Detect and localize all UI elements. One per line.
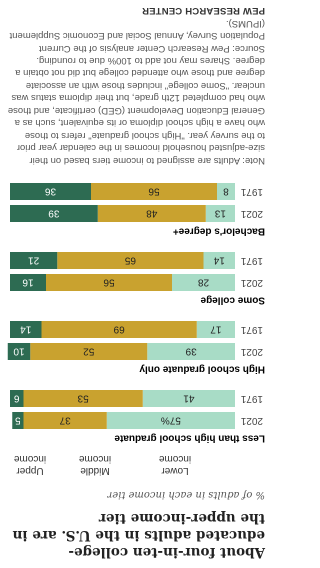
bar-segment [97, 205, 206, 222]
value-label: 69 [113, 323, 125, 334]
bar-segment [57, 252, 204, 269]
bar-segment [196, 321, 235, 338]
value-label: 14 [20, 323, 32, 334]
bar-segment [10, 183, 91, 200]
value-label: 48 [146, 207, 158, 218]
bar-segment [10, 252, 58, 269]
y-tick-label: 2021 [240, 277, 263, 288]
group-label: Some college [200, 294, 265, 305]
value-label: 56 [103, 276, 115, 287]
value-label: 56 [148, 185, 160, 196]
bar-segment [10, 321, 42, 338]
group-label: Less than high school graduate [114, 432, 265, 443]
page: About four-in-ten college-educated adult… [7, 5, 265, 560]
bar-segment [23, 390, 143, 407]
y-tick-label: 1971 [240, 393, 263, 404]
value-label: 17 [210, 323, 222, 334]
bar-segment [203, 252, 235, 269]
value-label: 10 [13, 345, 25, 356]
bar-segment [106, 412, 235, 429]
bar-segment [12, 412, 24, 429]
bar-segment [147, 343, 235, 360]
y-tick-label: 2021 [240, 346, 263, 357]
bar-segment [217, 183, 235, 200]
y-tick-label: 2021 [240, 208, 263, 219]
value-label: 57% [161, 414, 181, 425]
value-label: 39 [48, 207, 60, 218]
bar-segment [41, 321, 197, 338]
value-label: 13 [214, 207, 226, 218]
legend-label: Lower income [158, 453, 192, 476]
y-tick-label: 1971 [240, 255, 263, 266]
value-label: 36 [45, 185, 57, 196]
bar-segment [10, 205, 98, 222]
value-label: 8 [223, 185, 229, 196]
value-label: 52 [83, 345, 95, 356]
bar-segment [46, 274, 172, 291]
group-label: High school graduate only [139, 363, 265, 374]
bar-segment [10, 274, 46, 291]
value-label: 21 [28, 254, 40, 265]
legend-label: Middle income [78, 453, 112, 476]
value-label: 39 [185, 345, 197, 356]
bar-segment [7, 343, 31, 360]
value-label: 5 [15, 414, 21, 425]
value-label: 53 [77, 392, 89, 403]
legend-label: Upper income [13, 453, 47, 476]
note: Note: Adults are assigned to income tier… [7, 55, 265, 166]
credit: PEW RESEARCH CENTER [141, 5, 265, 16]
y-tick-label: 2021 [240, 415, 263, 426]
value-label: 14 [213, 254, 225, 265]
chart: Less than high school graduate 2021 57% 37 5… [7, 183, 265, 443]
value-label: 41 [183, 392, 195, 403]
bar-segment [23, 412, 107, 429]
bar-segment [205, 205, 235, 222]
bar-segment [142, 390, 235, 407]
value-label: 16 [22, 276, 34, 287]
bar-segment [172, 274, 235, 291]
y-tick-label: 1971 [240, 324, 263, 335]
value-label: 37 [59, 414, 71, 425]
bar-segment [30, 343, 148, 360]
value-label: 6 [14, 392, 20, 403]
bar-segment [91, 183, 217, 200]
source: Source: Pew Research Center analysis of … [9, 18, 265, 54]
value-label: 65 [124, 254, 136, 265]
bar-segment [10, 390, 24, 407]
group-label: Bachelor's degree+ [173, 225, 265, 236]
y-tick-label: 1971 [240, 186, 263, 197]
value-label: 28 [198, 276, 210, 287]
